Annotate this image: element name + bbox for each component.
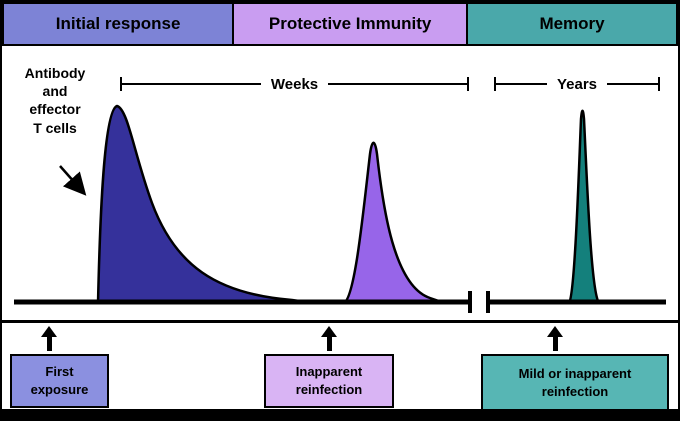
arrow-stem xyxy=(552,337,558,351)
first-exposure-arrow xyxy=(41,326,57,351)
first-exposure-label: First exposure xyxy=(30,364,89,397)
inapparent-reinfection-arrow xyxy=(321,326,337,351)
phase-initial-response: Initial response xyxy=(2,2,234,46)
arrow-head-icon xyxy=(321,326,337,337)
phase-initial-response-label: Initial response xyxy=(55,14,181,33)
bracket-end-tick xyxy=(658,77,661,91)
mild-reinfection-label: Mild or inapparent reinfection xyxy=(518,366,632,399)
arrow-stem xyxy=(46,337,52,351)
memory-response-curve xyxy=(567,109,601,305)
event-footer: First exposure Inapparent reinfection Mi… xyxy=(2,320,678,419)
phase-protective-immunity-label: Protective Immunity xyxy=(268,14,432,33)
arrow-stem xyxy=(326,337,332,351)
annotation-line: T cells xyxy=(33,119,77,136)
mild-reinfection-arrow xyxy=(547,326,563,351)
annotation-line: effector xyxy=(29,101,81,118)
mild-reinfection-box: Mild or inapparent reinfection xyxy=(481,354,669,412)
secondary-response-curve xyxy=(342,141,449,305)
phase-header-bar: Initial response Protective Immunity Mem… xyxy=(2,2,678,46)
phase-memory: Memory xyxy=(467,2,678,46)
years-label: Years xyxy=(556,75,598,93)
inapparent-reinfection-box: Inapparent reinfection xyxy=(264,354,394,408)
first-exposure-box: First exposure xyxy=(10,354,109,408)
bracket-end-tick xyxy=(467,77,470,91)
arrow-head-icon xyxy=(547,326,563,337)
inapparent-reinfection-label: Inapparent reinfection xyxy=(295,364,363,397)
bracket-line xyxy=(496,83,547,85)
arrow-head-icon xyxy=(41,326,57,337)
weeks-time-bracket: Weeks xyxy=(120,74,470,94)
weeks-label: Weeks xyxy=(270,75,319,93)
annotation-arrow xyxy=(59,165,87,196)
bracket-line xyxy=(328,83,468,85)
antibody-annotation: Antibody and effector T cells xyxy=(4,64,106,137)
response-curves-canvas xyxy=(14,104,666,313)
annotation-line: Antibody xyxy=(24,65,86,81)
years-time-bracket: Years xyxy=(494,74,661,94)
annotation-line: and xyxy=(42,83,68,100)
bottom-border-bar xyxy=(2,409,678,419)
bracket-line xyxy=(607,83,659,85)
response-plot: Antibody and effector T cells Weeks Year… xyxy=(2,46,678,320)
phase-memory-label: Memory xyxy=(539,14,605,33)
bracket-end-tick xyxy=(120,77,122,91)
bracket-line xyxy=(122,83,261,85)
bracket-end-tick xyxy=(494,77,496,91)
primary-response-curve xyxy=(96,104,316,305)
phase-protective-immunity: Protective Immunity xyxy=(233,2,468,46)
